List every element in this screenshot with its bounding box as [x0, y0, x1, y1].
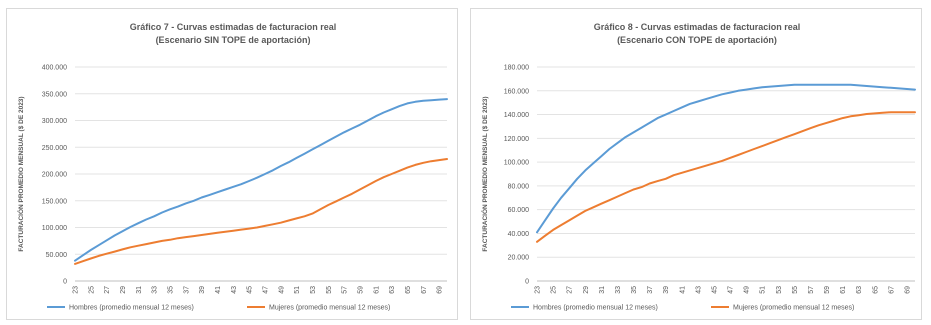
legend-item-mujeres: Mujeres (promedio mensual 12 meses) — [247, 305, 390, 312]
x-tick-label: 41 — [215, 286, 222, 294]
chart-title: Gráfico 7 - Curvas estimadas de facturac… — [130, 22, 337, 32]
legend-label: Hombres (promedio mensual 12 meses) — [69, 305, 194, 312]
x-tick-label: 27 — [104, 286, 111, 294]
y-tick-label: 40.000 — [508, 231, 530, 238]
x-tick-label: 55 — [792, 286, 799, 294]
y-tick-label: 0 — [525, 279, 529, 286]
x-tick-label: 33 — [615, 286, 622, 294]
chart-panel-7: Gráfico 7 - Curvas estimadas de facturac… — [6, 8, 458, 320]
x-tick-label: 23 — [73, 286, 80, 294]
y-tick-label: 100.000 — [504, 160, 529, 167]
chart-subtitle: (Escenario CON TOPE de aportación) — [617, 35, 777, 45]
x-tick-label: 65 — [872, 286, 879, 294]
x-tick-label: 29 — [120, 286, 127, 294]
y-tick-label: 250.000 — [42, 145, 67, 152]
x-tick-label: 37 — [183, 286, 190, 294]
y-tick-label: 140.000 — [504, 112, 529, 119]
y-tick-label: 120.000 — [504, 136, 529, 143]
y-axis-label: FACTURACIÓN PROMEDIO MENSUAL ($ DE 2023) — [16, 96, 25, 251]
series-line-mujeres — [536, 111, 916, 243]
y-tick-label: 100.000 — [42, 225, 67, 232]
y-tick-label: 80.000 — [508, 183, 530, 190]
series-line-hombres — [74, 98, 448, 262]
x-tick-label: 41 — [679, 286, 686, 294]
x-tick-label: 67 — [888, 286, 895, 294]
legend-label: Hombres (promedio mensual 12 meses) — [533, 305, 658, 312]
x-tick-label: 53 — [776, 286, 783, 294]
x-tick-label: 37 — [647, 286, 654, 294]
x-tick-label: 29 — [583, 286, 590, 294]
x-tick-label: 59 — [357, 286, 364, 294]
x-tick-label: 33 — [152, 286, 159, 294]
y-tick-label: 300.000 — [42, 118, 67, 125]
x-tick-label: 53 — [310, 286, 317, 294]
x-tick-label: 49 — [744, 286, 751, 294]
y-tick-label: 150.000 — [42, 198, 67, 205]
x-tick-label: 55 — [326, 286, 333, 294]
x-tick-label: 43 — [231, 286, 238, 294]
x-tick-label: 47 — [262, 286, 269, 294]
x-tick-label: 31 — [599, 286, 606, 294]
y-tick-label: 350.000 — [42, 91, 67, 98]
chart-7-svg: Gráfico 7 - Curvas estimadas de facturac… — [16, 22, 448, 312]
x-tick-label: 35 — [631, 286, 638, 294]
x-tick-label: 69 — [437, 286, 444, 294]
x-tick-label: 51 — [760, 286, 767, 294]
y-tick-label: 0 — [63, 279, 67, 286]
x-tick-label: 45 — [247, 286, 254, 294]
x-tick-label: 45 — [711, 286, 718, 294]
x-tick-label: 23 — [535, 286, 542, 294]
legend-label: Mujeres (promedio mensual 12 meses) — [269, 305, 390, 312]
legend-item-hombres: Hombres (promedio mensual 12 meses) — [511, 305, 658, 312]
x-tick-label: 59 — [824, 286, 831, 294]
series-line-hombres — [536, 83, 916, 234]
x-tick-label: 69 — [904, 286, 911, 294]
x-tick-label: 61 — [373, 286, 380, 294]
y-tick-label: 50.000 — [46, 252, 68, 259]
x-tick-label: 31 — [136, 286, 143, 294]
x-tick-label: 25 — [551, 286, 558, 294]
x-tick-label: 57 — [808, 286, 815, 294]
chart-8-svg: Gráfico 8 - Curvas estimadas de facturac… — [480, 22, 916, 312]
y-tick-label: 180.000 — [504, 65, 529, 72]
x-tick-label: 35 — [167, 286, 174, 294]
chart-subtitle: (Escenario SIN TOPE de aportación) — [156, 35, 311, 45]
y-tick-label: 160.000 — [504, 88, 529, 95]
legend-item-hombres: Hombres (promedio mensual 12 meses) — [47, 305, 194, 312]
x-tick-label: 63 — [856, 286, 863, 294]
x-tick-label: 47 — [728, 286, 735, 294]
x-tick-label: 39 — [663, 286, 670, 294]
x-tick-label: 61 — [840, 286, 847, 294]
x-tick-label: 63 — [389, 286, 396, 294]
series-line-mujeres — [74, 158, 448, 265]
legend-label: Mujeres (promedio mensual 12 meses) — [733, 305, 854, 312]
legend-item-mujeres: Mujeres (promedio mensual 12 meses) — [711, 305, 854, 312]
x-tick-label: 25 — [88, 286, 95, 294]
y-tick-label: 400.000 — [42, 65, 67, 72]
x-tick-label: 49 — [278, 286, 285, 294]
y-axis-label: FACTURACIÓN PROMEDIO MENSUAL ($ DE 2023) — [480, 96, 489, 251]
x-tick-label: 57 — [342, 286, 349, 294]
chart-title: Gráfico 8 - Curvas estimadas de facturac… — [594, 22, 801, 32]
x-tick-label: 27 — [567, 286, 574, 294]
x-tick-label: 65 — [405, 286, 412, 294]
x-tick-label: 43 — [695, 286, 702, 294]
x-tick-label: 51 — [294, 286, 301, 294]
chart-panel-8: Gráfico 8 - Curvas estimadas de facturac… — [470, 8, 922, 320]
y-tick-label: 20.000 — [508, 255, 530, 262]
y-tick-label: 200.000 — [42, 172, 67, 179]
x-tick-label: 67 — [421, 286, 428, 294]
y-tick-label: 60.000 — [508, 207, 530, 214]
x-tick-label: 39 — [199, 286, 206, 294]
